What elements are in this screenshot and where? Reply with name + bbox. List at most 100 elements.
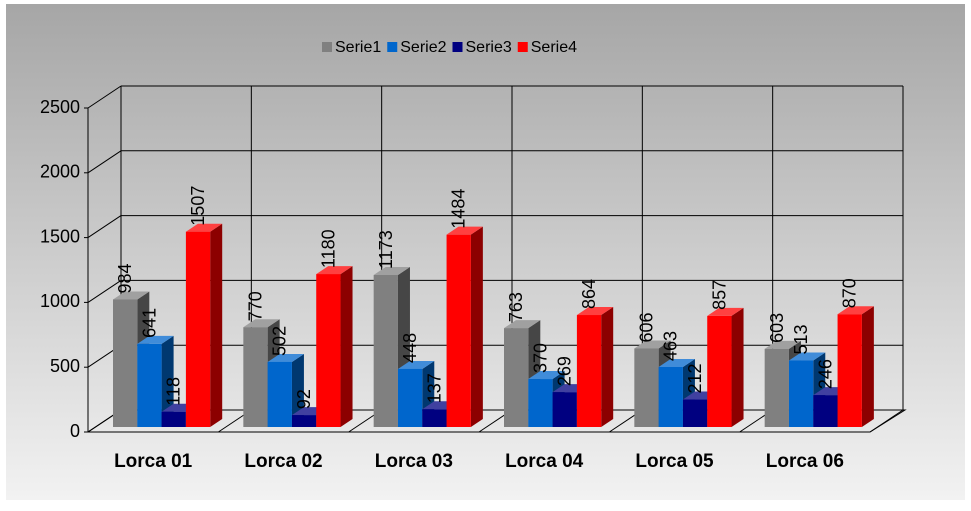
data-label: 857 [709,280,729,310]
data-label: 137 [424,373,444,403]
data-label: 770 [245,291,265,321]
legend-label: Serie3 [466,39,512,56]
bar-side [731,307,744,427]
bar [422,409,447,427]
y-tick-label: 2000 [40,162,80,182]
data-label: 463 [661,331,681,361]
data-label: 92 [294,389,314,409]
x-tick-label: Lorca 05 [635,451,714,472]
data-label: 1180 [318,229,338,268]
bar-side [340,266,353,427]
bar-top [707,307,744,316]
bar [397,368,423,427]
bar-side [161,335,174,427]
legend-label: Serie2 [400,39,446,56]
legend-swatch [452,42,463,52]
bar-top [837,306,874,315]
data-label: 606 [636,312,656,342]
bar [658,366,683,427]
data-label: 448 [400,333,420,363]
bar [113,299,138,427]
bar-top [576,307,614,316]
grid-line [87,215,122,239]
bar [243,327,268,427]
bar [137,343,162,427]
legend-label: Serie1 [335,39,381,56]
bar-side [861,306,874,427]
bar-top [267,353,304,362]
bar [316,274,341,427]
grid-line [87,279,122,303]
data-label: 269 [555,356,575,386]
y-tick-label: 500 [50,356,80,376]
bar-side [210,223,223,427]
bar-side [470,226,483,427]
x-tick-label: Lorca 03 [375,451,453,472]
bar [373,274,398,427]
data-label: 212 [685,363,705,393]
bar-side [601,307,614,427]
grid-line [87,85,122,109]
data-label: 870 [840,278,860,308]
bar [788,360,814,427]
bar [446,234,471,427]
bar-top [764,340,801,349]
bar-top [504,320,541,329]
bar-top [397,360,435,369]
bar-top [634,340,671,349]
y-tick-label: 0 [70,421,80,441]
y-tick-label: 1500 [40,226,80,246]
bar-top [316,266,353,275]
bar [576,315,602,427]
bar-top [528,371,565,380]
x-tick-label: Lorca 04 [505,451,584,472]
bar [504,328,529,427]
data-label: 1507 [188,186,208,226]
bar [161,411,186,427]
x-tick-label: Lorca 02 [244,451,322,472]
bar [634,348,659,427]
bar [267,361,292,427]
bar-top [373,266,410,275]
bar [764,348,789,427]
data-label: 1173 [376,230,396,269]
bar-top [788,352,826,361]
grid-line [87,150,122,174]
data-label: 1484 [449,189,469,229]
legend-label: Serie4 [531,39,577,56]
bar [682,399,708,427]
legend-swatch [322,42,332,52]
data-label: 246 [815,359,835,389]
bar [813,395,838,427]
x-tick-label: Lorca 06 [766,451,844,472]
y-tick-label: 1000 [40,291,80,311]
data-label: 118 [164,377,184,406]
bar [185,231,211,427]
data-label: 513 [791,324,811,354]
bar [552,392,577,427]
bar-top [185,223,223,232]
bar-top [243,319,280,328]
data-label: 641 [139,308,159,338]
bar-top [658,358,695,367]
data-label: 864 [579,279,599,309]
bar-top [113,291,150,300]
data-label: 502 [270,326,290,356]
bar [707,315,732,427]
x-tick-label: Lorca 01 [114,451,193,472]
data-label: 763 [506,292,526,322]
floor-line [869,409,904,433]
bar [528,379,553,427]
legend-swatch [387,42,398,52]
bar-top [446,226,483,235]
bar-side [291,353,304,427]
bar-top [137,335,174,344]
bar [291,415,317,427]
y-tick-label: 2500 [40,97,80,117]
bar [837,314,862,427]
data-label: 603 [767,313,787,343]
data-label: 984 [115,263,135,293]
legend-swatch [517,42,528,52]
data-label: 370 [530,343,550,373]
